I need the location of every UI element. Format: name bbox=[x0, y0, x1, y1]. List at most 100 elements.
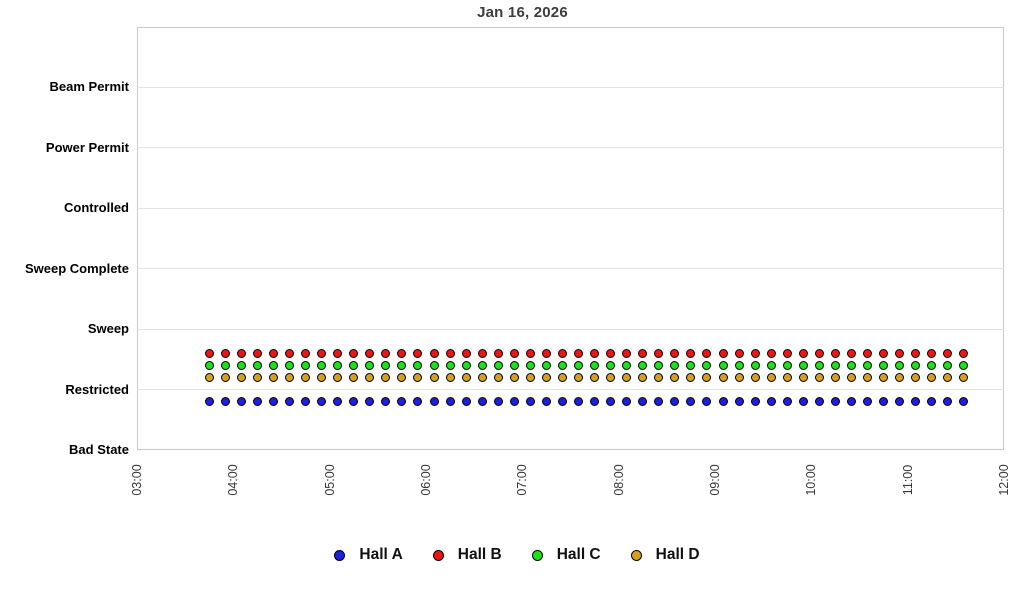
data-point-hall-a bbox=[879, 397, 889, 407]
data-point-hall-b bbox=[670, 348, 680, 358]
x-axis-tick-label: 05:00 bbox=[322, 464, 337, 496]
data-point-hall-a bbox=[413, 397, 423, 407]
data-point-hall-d bbox=[557, 372, 567, 382]
data-point-hall-d bbox=[268, 372, 278, 382]
data-point-hall-b bbox=[477, 348, 487, 358]
data-point-hall-a bbox=[654, 397, 664, 407]
data-point-hall-a bbox=[268, 397, 278, 407]
data-point-hall-a bbox=[830, 397, 840, 407]
data-point-hall-c bbox=[911, 360, 921, 370]
x-axis-tick-label: 09:00 bbox=[708, 464, 722, 496]
data-point-hall-c bbox=[702, 360, 712, 370]
data-point-hall-b bbox=[381, 348, 391, 358]
data-point-hall-d bbox=[670, 372, 680, 382]
data-point-hall-b bbox=[718, 348, 728, 358]
data-point-hall-d bbox=[493, 372, 503, 382]
data-point-hall-c bbox=[927, 360, 937, 370]
data-point-hall-c bbox=[654, 360, 664, 370]
legend-swatch-icon bbox=[334, 549, 346, 561]
data-point-hall-a bbox=[846, 397, 856, 407]
data-point-hall-a bbox=[686, 397, 696, 407]
data-point-hall-b bbox=[782, 348, 792, 358]
data-point-hall-a bbox=[927, 397, 937, 407]
data-point-hall-a bbox=[541, 397, 551, 407]
data-point-hall-b bbox=[236, 348, 246, 358]
data-point-hall-d bbox=[606, 372, 616, 382]
data-point-hall-c bbox=[574, 360, 584, 370]
data-point-hall-b bbox=[830, 348, 840, 358]
data-point-hall-b bbox=[445, 348, 455, 358]
data-point-hall-d bbox=[381, 372, 391, 382]
data-point-hall-b bbox=[493, 348, 503, 358]
data-point-hall-c bbox=[959, 360, 969, 370]
data-point-hall-c bbox=[686, 360, 696, 370]
data-point-hall-b bbox=[943, 348, 953, 358]
data-point-hall-d bbox=[509, 372, 519, 382]
data-point-hall-c bbox=[461, 360, 471, 370]
data-point-hall-b bbox=[252, 348, 262, 358]
data-point-hall-b bbox=[429, 348, 439, 358]
data-point-hall-b bbox=[863, 348, 873, 358]
data-point-hall-a bbox=[252, 397, 262, 407]
data-point-hall-d bbox=[333, 372, 343, 382]
data-point-hall-d bbox=[236, 372, 246, 382]
legend-label: Hall A bbox=[359, 546, 403, 563]
data-point-hall-b bbox=[638, 348, 648, 358]
data-point-hall-b bbox=[397, 348, 407, 358]
data-point-hall-c bbox=[365, 360, 375, 370]
data-point-hall-d bbox=[814, 372, 824, 382]
data-point-hall-a bbox=[702, 397, 712, 407]
legend-label: Hall D bbox=[655, 546, 700, 563]
x-axis-tick-label: 06:00 bbox=[419, 464, 433, 496]
data-point-hall-a bbox=[959, 397, 969, 407]
data-point-hall-b bbox=[349, 348, 359, 358]
data-point-hall-c bbox=[252, 360, 262, 370]
data-point-hall-d bbox=[895, 372, 905, 382]
data-point-hall-d bbox=[718, 372, 728, 382]
data-point-hall-b bbox=[301, 348, 311, 358]
data-point-hall-b bbox=[509, 348, 519, 358]
data-point-hall-c bbox=[830, 360, 840, 370]
data-point-hall-d bbox=[220, 372, 230, 382]
data-point-hall-d bbox=[397, 372, 407, 382]
grid-line bbox=[137, 389, 1004, 391]
data-point-hall-b bbox=[461, 348, 471, 358]
data-point-hall-b bbox=[574, 348, 584, 358]
data-point-hall-a bbox=[750, 397, 760, 407]
legend-item-hall-c: Hall C bbox=[531, 546, 601, 564]
legend-item-hall-d: Hall D bbox=[630, 546, 700, 564]
y-axis-label: Controlled bbox=[64, 200, 129, 216]
data-point-hall-c bbox=[863, 360, 873, 370]
data-point-hall-a bbox=[333, 397, 343, 407]
data-point-hall-a bbox=[285, 397, 295, 407]
data-point-hall-d bbox=[429, 372, 439, 382]
plot-area bbox=[137, 27, 1004, 450]
data-point-hall-c bbox=[590, 360, 600, 370]
data-point-hall-d bbox=[830, 372, 840, 382]
data-point-hall-c bbox=[477, 360, 487, 370]
data-point-hall-a bbox=[798, 397, 808, 407]
data-point-hall-c bbox=[429, 360, 439, 370]
data-point-hall-d bbox=[750, 372, 760, 382]
data-point-hall-d bbox=[525, 372, 535, 382]
data-point-hall-a bbox=[606, 397, 616, 407]
data-point-hall-d bbox=[959, 372, 969, 382]
data-point-hall-a bbox=[574, 397, 584, 407]
data-point-hall-a bbox=[638, 397, 648, 407]
data-point-hall-a bbox=[301, 397, 311, 407]
data-point-hall-c bbox=[606, 360, 616, 370]
data-point-hall-c bbox=[525, 360, 535, 370]
data-point-hall-c bbox=[397, 360, 407, 370]
data-point-hall-a bbox=[445, 397, 455, 407]
data-point-hall-c bbox=[557, 360, 567, 370]
data-point-hall-b bbox=[734, 348, 744, 358]
data-point-hall-a bbox=[461, 397, 471, 407]
data-point-hall-b bbox=[846, 348, 856, 358]
chart-title: Jan 16, 2026 bbox=[477, 4, 568, 21]
data-point-hall-a bbox=[525, 397, 535, 407]
data-point-hall-d bbox=[911, 372, 921, 382]
data-point-hall-c bbox=[509, 360, 519, 370]
grid-line bbox=[137, 86, 1004, 88]
x-axis-tick-label: 03:00 bbox=[130, 464, 144, 496]
